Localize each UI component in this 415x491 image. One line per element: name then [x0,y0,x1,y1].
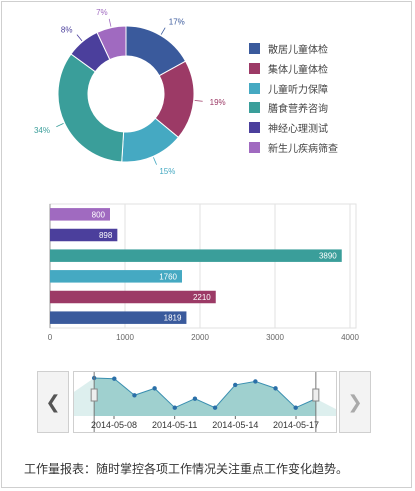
legend-swatch [249,43,260,55]
donut-leader-line [76,34,83,42]
timeline-point [293,405,298,410]
timeline-point [152,386,157,391]
donut-leader-line [160,27,166,35]
x-tick-label: 4000 [341,333,359,342]
legend-item[interactable]: 新生儿疾病筛查 [249,137,338,157]
x-tick-label: 2000 [191,333,209,342]
donut-leader-line [194,100,203,102]
timeline-line [94,377,316,409]
bar[interactable] [50,228,118,242]
bar-chart: 0 1000 2000 3000 4000 800 898 3890 1760 2210 1819 [48,203,359,342]
donut-chart: 17% 19% 15% 34% 8% 7% [34,8,226,176]
legend-item[interactable]: 儿童听力保障 [249,78,338,98]
donut-percent-label: 15% [159,167,175,176]
bar-value-label: 2210 [193,293,211,302]
legend-swatch [249,63,260,75]
donut-percent-label: 17% [169,18,185,27]
donut-leader-line [56,123,64,128]
donut-leader-line [153,157,157,165]
chevron-right-icon: ❯ [347,391,363,412]
bar-value-label: 1819 [164,314,182,323]
timeline-point [253,379,258,384]
range-handle[interactable] [312,388,320,402]
bar[interactable] [50,290,216,304]
x-tick-label: 0 [48,333,53,342]
legend-swatch [249,141,260,153]
timeline-slider[interactable]: 2014-05-08 2014-05-11 2014-05-14 2014-05-17 [73,371,337,433]
x-tick-label: 3000 [266,333,284,342]
legend: 散居儿童体检 集体儿童体检 儿童听力保障 膳食营养咨询 神经心理测试 新生儿疾病筛查 [249,39,338,157]
timeline-point [233,382,238,388]
timeline-point [132,393,137,398]
range-handle[interactable] [90,388,98,402]
donut-percent-label: 7% [96,8,108,17]
legend-item[interactable]: 神经心理测试 [249,118,338,138]
chevron-left-icon: ❮ [45,391,61,412]
x-tick-label: 1000 [116,333,134,342]
donut-leader-line [108,18,112,27]
donut-slice[interactable] [96,25,127,61]
legend-label: 膳食营养咨询 [268,104,328,116]
legend-label: 散居儿童体检 [268,45,328,57]
prev-button[interactable]: ❮ [37,371,69,433]
bar[interactable] [50,270,182,283]
timeline-point [112,376,117,381]
timeline-point [192,396,198,401]
legend-item[interactable]: 膳食营养咨询 [249,98,338,118]
date-label: 2014-05-17 [273,420,319,430]
donut-percent-label: 19% [210,98,226,107]
legend-swatch [249,122,260,134]
legend-swatch [249,82,260,94]
bar-value-label: 1760 [159,272,177,281]
date-label: 2014-05-11 [152,420,197,430]
legend-label: 儿童听力保障 [268,84,328,96]
caption: 工作量报表：随时掌控各项工作情况关注重点工作变化趋势。 [24,462,349,476]
legend-item[interactable]: 集体儿童体检 [249,59,338,79]
timeline-point [212,405,218,410]
date-label: 2014-05-14 [212,420,258,430]
timeline-chart: 2014-05-08 2014-05-11 2014-05-14 2014-05-17 [74,372,336,432]
plot-frame [49,203,357,329]
date-label: 2014-05-08 [91,420,137,430]
timeline-point [172,405,177,410]
bar-value-label: 898 [99,231,113,240]
timeline-area-selected [94,378,316,416]
legend-label: 集体儿童体检 [268,65,328,77]
legend-label: 神经心理测试 [268,124,328,136]
legend-swatch [249,102,260,114]
bar-value-label: 3890 [319,252,337,261]
bar-value-label: 800 [92,210,106,219]
legend-label: 新生儿疾病筛查 [268,143,338,155]
donut-percent-label: 34% [34,126,50,135]
bar[interactable] [50,311,187,324]
bar[interactable] [50,249,342,262]
donut-percent-label: 8% [61,25,73,34]
donut-slice[interactable] [57,53,125,163]
legend-item[interactable]: 散居儿童体检 [249,39,338,59]
timeline-point [273,386,278,391]
next-button[interactable]: ❯ [339,371,371,433]
bar[interactable] [50,208,110,221]
